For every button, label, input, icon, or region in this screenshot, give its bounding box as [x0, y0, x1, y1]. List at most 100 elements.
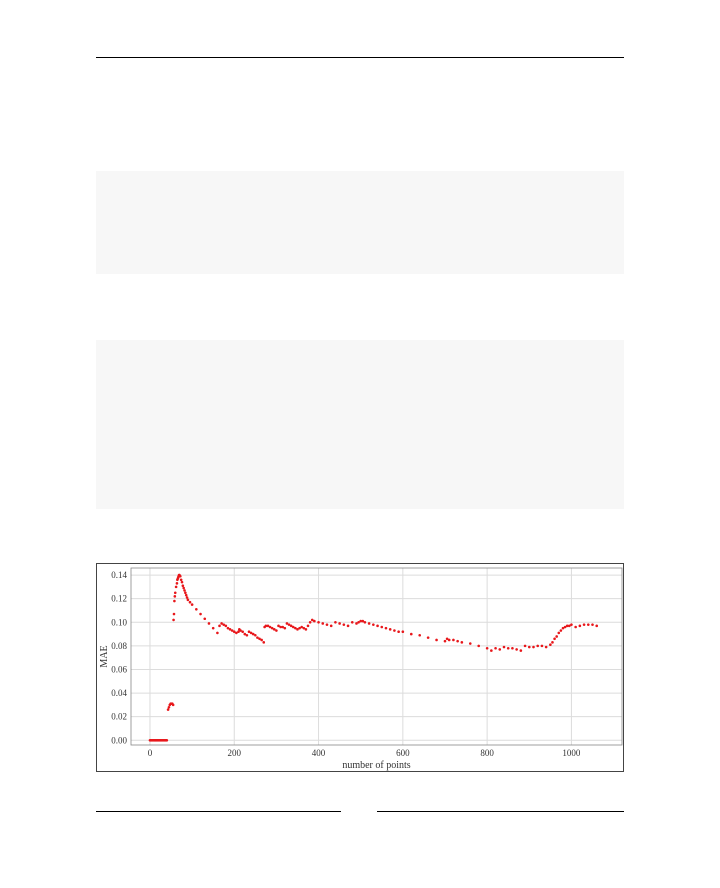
data-point	[536, 644, 540, 648]
data-point	[515, 648, 518, 651]
data-point	[207, 622, 211, 625]
data-point	[179, 578, 183, 582]
data-point	[388, 628, 392, 631]
data-point	[220, 622, 223, 625]
x-tick-label: 200	[228, 748, 242, 758]
data-point	[313, 619, 316, 623]
data-point	[321, 622, 325, 625]
code-block-2	[96, 340, 624, 509]
data-point	[306, 624, 310, 628]
data-point	[183, 589, 186, 592]
data-point	[296, 628, 299, 631]
data-point	[239, 629, 242, 632]
data-point	[199, 612, 202, 616]
data-point	[568, 624, 571, 628]
data-point	[397, 630, 400, 634]
data-point	[172, 618, 175, 622]
data-point	[173, 595, 177, 598]
mae-chart: 0 200 400 600 800 1000 0.00 0.02 0.04 0.06 0.08 0.1…	[99, 567, 623, 771]
data-point	[367, 622, 371, 625]
data-point	[355, 622, 358, 625]
data-point	[544, 645, 548, 649]
data-point	[281, 625, 285, 629]
y-tick-label: 0.14	[111, 570, 127, 580]
data-point	[237, 630, 240, 634]
data-point	[447, 638, 451, 642]
data-point	[275, 629, 278, 632]
data-point	[254, 633, 257, 637]
data-point	[401, 630, 405, 634]
footer-rule-left	[96, 811, 341, 812]
data-point	[224, 624, 228, 628]
data-point	[511, 646, 514, 650]
data-point	[304, 628, 308, 631]
y-tick-label: 0.08	[111, 641, 127, 651]
data-point	[298, 626, 301, 630]
data-point	[190, 603, 194, 606]
x-axis-title: number of points	[342, 760, 410, 771]
data-point	[243, 632, 247, 636]
data-point	[235, 631, 238, 635]
data-point	[211, 626, 215, 630]
data-point	[317, 620, 320, 624]
data-point	[216, 631, 219, 635]
data-point	[285, 622, 289, 625]
data-point	[409, 632, 413, 636]
data-point	[251, 632, 255, 636]
data-point	[551, 641, 554, 644]
data-point	[456, 639, 459, 643]
data-point	[555, 635, 558, 638]
x-tick-label: 800	[480, 748, 494, 758]
code-block-1	[96, 171, 624, 274]
data-point	[338, 622, 341, 625]
data-point	[561, 626, 565, 630]
data-point	[258, 637, 261, 641]
data-point	[268, 625, 272, 629]
data-point	[549, 643, 552, 646]
data-point	[342, 623, 346, 626]
data-point	[532, 645, 535, 649]
data-point	[166, 708, 170, 711]
data-point	[222, 623, 226, 626]
data-point	[232, 630, 236, 634]
data-point	[460, 641, 464, 644]
plot-area-border	[130, 567, 623, 746]
data-point	[490, 649, 493, 652]
data-point	[565, 624, 569, 628]
data-point	[502, 645, 506, 649]
data-point	[445, 637, 449, 641]
data-point	[175, 582, 179, 585]
figure-frame: 0 200 400 600 800 1000 0.00 0.02 0.04 0.06 0.08 0.1…	[96, 563, 624, 772]
data-point	[184, 593, 188, 597]
x-tick-label: 600	[396, 748, 410, 758]
data-point	[586, 623, 590, 626]
data-point	[188, 600, 192, 604]
data-point	[283, 626, 287, 630]
data-point	[272, 628, 276, 631]
x-tick-label: 1000	[562, 748, 581, 758]
data-point	[582, 623, 586, 626]
data-point	[277, 624, 280, 628]
data-point	[393, 629, 396, 632]
data-point	[595, 624, 599, 628]
data-point	[325, 623, 329, 626]
y-tick-label: 0.12	[111, 594, 127, 604]
y-tick-label: 0.10	[111, 617, 127, 627]
data-point	[173, 591, 177, 595]
data-point	[270, 626, 274, 630]
data-point	[540, 644, 544, 648]
y-tick-label: 0.02	[111, 712, 127, 722]
data-point	[329, 624, 333, 628]
data-point	[165, 738, 169, 742]
data-point	[228, 628, 232, 631]
data-point	[294, 626, 297, 630]
data-point	[570, 623, 573, 626]
data-point	[591, 623, 594, 626]
data-point	[443, 639, 447, 643]
footer-rule-right	[377, 811, 624, 812]
data-point	[557, 631, 561, 635]
y-tick-label: 0.00	[111, 735, 127, 745]
data-point	[376, 624, 379, 628]
data-point	[477, 644, 481, 648]
data-point	[247, 630, 251, 634]
